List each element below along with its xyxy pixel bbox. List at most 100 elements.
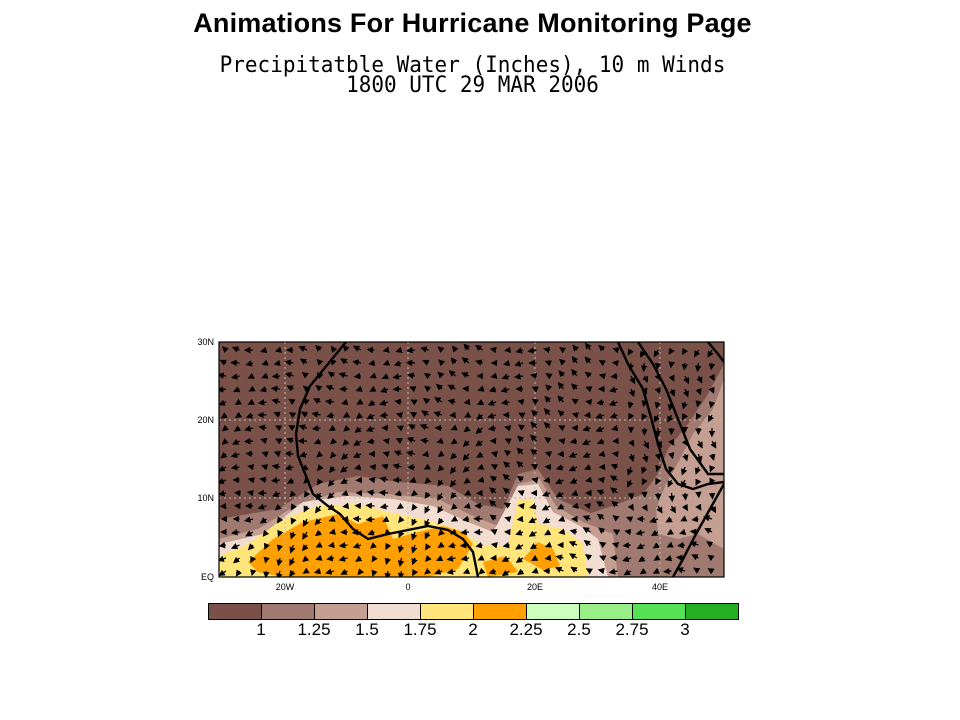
wind-arrow — [460, 528, 470, 536]
wind-arrow — [628, 453, 635, 463]
wind-arrow — [449, 528, 458, 535]
wind-arrow — [571, 489, 579, 496]
wind-arrow — [302, 385, 310, 393]
wind-arrow — [517, 435, 525, 443]
wind-arrow — [609, 475, 618, 482]
wind-arrow — [459, 542, 470, 549]
wind-arrow — [449, 479, 457, 488]
wind-arrow — [611, 500, 619, 508]
wind-arrow — [695, 412, 702, 420]
colorbar-swatch — [685, 603, 739, 620]
wind-arrow — [609, 386, 618, 393]
wind-arrow — [708, 401, 716, 409]
wind-arrow — [437, 450, 445, 457]
wind-arrow — [531, 554, 539, 561]
wind-arrow — [490, 529, 498, 536]
wind-arrow — [276, 544, 284, 552]
wind-arrow — [676, 567, 686, 574]
colorbar-label: 2 — [468, 620, 478, 639]
wind-arrow — [544, 541, 553, 548]
wind-arrow — [709, 453, 716, 461]
wind-arrow — [462, 385, 470, 393]
wind-arrow — [245, 530, 254, 537]
wind-arrow — [501, 373, 510, 380]
wind-arrow — [501, 569, 510, 577]
wind-arrow — [437, 371, 445, 379]
wind-arrow — [503, 461, 511, 469]
map-title-variable: Precipitatble Water (Inches), 10 m Winds — [219, 51, 726, 78]
wind-arrow — [596, 513, 605, 521]
wind-arrow — [342, 439, 350, 446]
colorbar — [208, 603, 739, 621]
wind-arrow — [585, 398, 593, 406]
wind-arrow — [424, 518, 431, 528]
wind-arrow — [274, 425, 283, 432]
map-frame — [218, 341, 725, 578]
wind-arrow — [231, 529, 240, 536]
wind-arrow — [284, 464, 294, 471]
wind-arrow — [656, 505, 663, 514]
wind-arrow — [406, 437, 416, 444]
wind-arrow — [557, 410, 565, 417]
wind-arrow — [450, 424, 458, 431]
wind-arrow — [302, 555, 310, 563]
wind-arrow — [517, 502, 525, 510]
wind-arrow — [707, 554, 715, 562]
wind-arrow — [435, 383, 443, 391]
wind-arrow — [219, 555, 227, 562]
wind-arrow — [543, 408, 551, 416]
wind-arrow — [679, 528, 687, 536]
wind-arrow — [382, 346, 390, 353]
wind-arrow — [528, 530, 537, 537]
wind-arrow — [652, 542, 660, 549]
wind-arrow — [420, 437, 429, 445]
wind-arrow — [244, 516, 254, 523]
wind-arrow — [627, 362, 634, 372]
wind-arrow — [583, 540, 591, 547]
wind-arrow — [704, 528, 713, 534]
wind-arrow — [366, 489, 375, 496]
wind-arrow — [709, 465, 716, 473]
wind-arrow — [681, 362, 689, 371]
wind-arrow — [490, 542, 498, 549]
lon-label: 20E — [527, 582, 543, 592]
wind-arrow — [516, 447, 524, 455]
wind-arrow — [424, 543, 432, 551]
wind-arrow — [622, 555, 632, 562]
colorbar-label: 1 — [256, 620, 266, 639]
wind-arrow — [342, 411, 351, 418]
wind-arrow — [221, 424, 229, 432]
wind-arrow — [233, 386, 241, 393]
wind-arrow — [326, 412, 335, 419]
wind-arrow — [231, 438, 240, 445]
wind-arrow — [235, 411, 243, 419]
wind-arrow — [450, 491, 457, 499]
wind-arrow — [434, 397, 443, 404]
wind-arrow — [627, 401, 634, 409]
wind-arrow — [396, 502, 405, 510]
wind-arrow — [636, 543, 645, 549]
wind-arrow — [274, 503, 282, 511]
wind-arrow — [231, 346, 240, 353]
wind-arrow — [652, 567, 660, 574]
wind-arrow — [314, 505, 322, 514]
wind-arrow — [270, 385, 281, 392]
wind-arrow — [395, 438, 403, 444]
wind-arrow — [395, 346, 403, 354]
wind-arrow — [327, 541, 335, 549]
wind-arrow — [681, 401, 688, 410]
wind-arrow — [381, 463, 389, 470]
wind-arrow — [261, 372, 269, 379]
wind-arrow — [611, 542, 620, 549]
wind-arrow — [571, 502, 579, 509]
wind-arrow — [219, 541, 227, 549]
wind-arrow — [421, 410, 429, 417]
wind-arrow — [666, 541, 674, 548]
wind-arrow — [341, 453, 349, 460]
wind-arrow — [324, 398, 335, 406]
wind-arrow — [543, 476, 551, 484]
wind-arrow — [250, 555, 257, 564]
wind-arrow — [475, 439, 483, 447]
wind-arrow — [598, 344, 606, 352]
wind-arrow — [274, 346, 282, 353]
